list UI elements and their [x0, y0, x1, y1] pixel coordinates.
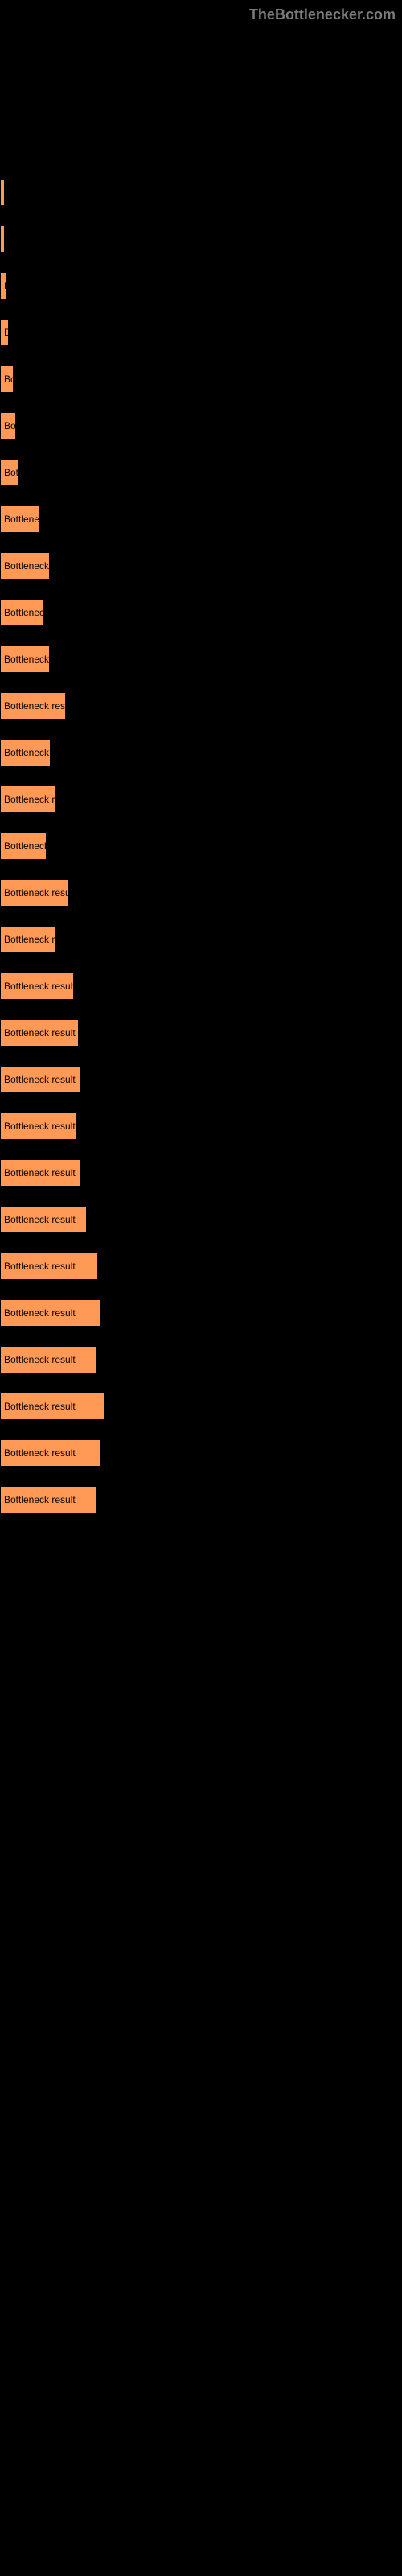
bottleneck-bar: Bottleneck result	[0, 739, 51, 766]
bottleneck-bar: Bottleneck result	[0, 506, 40, 533]
bar-row: Bottleneck result	[0, 1430, 402, 1476]
bottleneck-bar: Bottleneck result	[0, 786, 56, 813]
bottleneck-bar: Bottleneck result	[0, 412, 16, 440]
bottleneck-bar-chart: Bottleneck result Bottleneck result Bottle…	[0, 0, 402, 1555]
bottleneck-bar: Bottleneck result	[0, 832, 47, 860]
bar-row: Bottleneck result	[0, 1056, 402, 1103]
bottleneck-bar: Bottleneck result	[0, 692, 66, 720]
bar-row: Bottleneck result	[0, 216, 402, 262]
bar-row: Bottleneck result	[0, 963, 402, 1009]
bottleneck-bar: Bottleneck result	[0, 1299, 100, 1327]
bar-row: Bottleneck result	[0, 636, 402, 683]
bar-row: Bottleneck result	[0, 1383, 402, 1430]
bottleneck-bar: Bottleneck result	[0, 319, 9, 346]
bottleneck-bar: Bottleneck result	[0, 365, 14, 393]
bar-row: Bottleneck result	[0, 1290, 402, 1336]
bar-row: Bottleneck result	[0, 916, 402, 963]
bar-row: Bottleneck result	[0, 683, 402, 729]
bottleneck-bar: Bottleneck result	[0, 646, 50, 673]
bar-row: Bottleneck result	[0, 729, 402, 776]
bar-row: Bottleneck result	[0, 1103, 402, 1150]
bar-row: Bottleneck result	[0, 356, 402, 402]
bar-row: Bottleneck result	[0, 449, 402, 496]
bar-row: Bottleneck result	[0, 496, 402, 543]
bar-row: Bottleneck result	[0, 169, 402, 216]
bottleneck-bar: Bottleneck result	[0, 972, 74, 1000]
bar-row: Bottleneck result	[0, 262, 402, 309]
bottleneck-bar: Bottleneck result	[0, 1113, 76, 1140]
bar-row: Bottleneck result	[0, 309, 402, 356]
bottleneck-bar: Bottleneck result	[0, 879, 68, 906]
bottleneck-bar: Bottleneck result	[0, 1393, 105, 1420]
bar-row: Bottleneck result	[0, 823, 402, 869]
bottleneck-bar: Bottleneck result	[0, 225, 5, 253]
bar-row: Bottleneck result	[0, 543, 402, 589]
bottleneck-bar: Bottleneck result	[0, 1439, 100, 1467]
bar-row: Bottleneck result	[0, 589, 402, 636]
bottleneck-bar: Bottleneck result	[0, 599, 44, 626]
bar-row: Bottleneck result	[0, 1243, 402, 1290]
bars-container: Bottleneck result Bottleneck result Bottle…	[0, 169, 402, 1523]
bar-row: Bottleneck result	[0, 1336, 402, 1383]
bottleneck-bar: Bottleneck result	[0, 1159, 80, 1187]
bar-row: Bottleneck result	[0, 869, 402, 916]
bottleneck-bar: Bottleneck result	[0, 1019, 79, 1046]
bottleneck-bar: Bottleneck result	[0, 1486, 96, 1513]
bottleneck-bar: Bottleneck result	[0, 552, 50, 580]
bottleneck-bar: Bottleneck result	[0, 1346, 96, 1373]
bar-row: Bottleneck result	[0, 1009, 402, 1056]
bar-row: Bottleneck result	[0, 1476, 402, 1523]
bottleneck-bar: Bottleneck result	[0, 1066, 80, 1093]
bottleneck-bar: Bottleneck result	[0, 459, 18, 486]
bar-row: Bottleneck result	[0, 776, 402, 823]
bottleneck-bar: Bottleneck result	[0, 926, 56, 953]
bar-row: Bottleneck result	[0, 402, 402, 449]
bar-row: Bottleneck result	[0, 1196, 402, 1243]
bottleneck-bar: Bottleneck result	[0, 1253, 98, 1280]
bottleneck-bar: Bottleneck result	[0, 1206, 87, 1233]
bar-row: Bottleneck result	[0, 1150, 402, 1196]
bottleneck-bar: Bottleneck result	[0, 272, 6, 299]
bottleneck-bar: Bottleneck result	[0, 179, 5, 206]
